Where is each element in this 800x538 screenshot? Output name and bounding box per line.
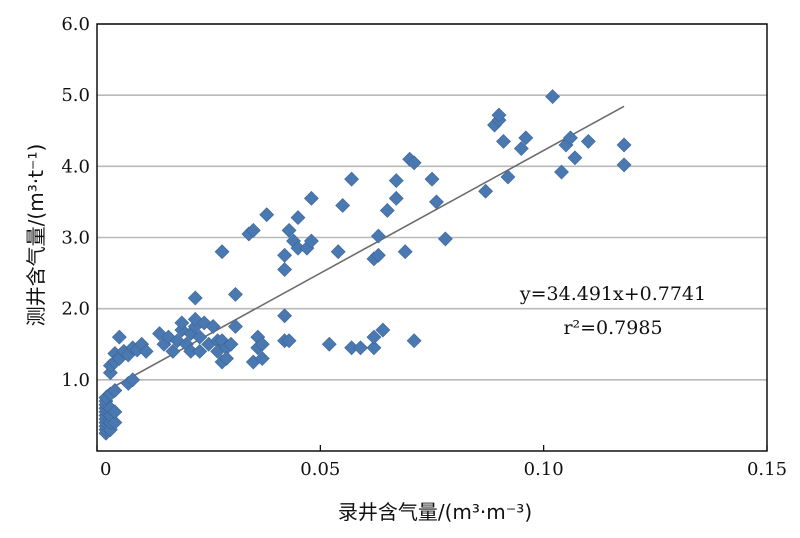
data-point (187, 290, 203, 306)
x-tick-label: 0.15 (747, 459, 787, 480)
data-point (107, 415, 123, 430)
r-squared-label: r²=0.7985 (563, 317, 662, 339)
data-point (290, 210, 306, 225)
data-point (580, 134, 596, 149)
data-point (616, 157, 632, 173)
data-point (138, 343, 154, 359)
x-axis-label: 录井含气量/(m³·m⁻³) (338, 500, 532, 524)
data-point (370, 247, 386, 263)
data-point (277, 247, 293, 263)
data-point (303, 233, 319, 249)
data-point (321, 336, 337, 352)
data-point (214, 244, 230, 260)
data-point (478, 183, 494, 199)
data-point (344, 171, 360, 187)
data-point (111, 329, 127, 345)
data-point (567, 150, 583, 166)
data-point (330, 244, 346, 260)
data-point (254, 351, 270, 366)
y-tick-label: 3.0 (61, 228, 90, 249)
data-point (491, 107, 507, 123)
data-point (125, 372, 141, 388)
data-point (192, 343, 208, 359)
y-tick-label: 5.0 (61, 85, 90, 106)
data-point (107, 404, 123, 420)
data-point (513, 141, 529, 156)
data-point (388, 190, 404, 206)
data-point (518, 130, 534, 146)
data-point (165, 343, 181, 359)
x-tick-label: 0 (100, 459, 111, 480)
y-axis-label: 测井含气量/(m³·t⁻¹) (24, 144, 48, 327)
data-point (554, 164, 569, 180)
data-point (303, 190, 319, 206)
data-point (424, 171, 440, 187)
data-point (429, 194, 444, 210)
data-point (496, 134, 511, 149)
data-point (228, 287, 243, 302)
data-point (228, 319, 243, 334)
regression-equation: y=34.491x+0.7741 (519, 283, 706, 305)
data-point (500, 169, 516, 185)
data-point (174, 315, 190, 331)
data-point (205, 319, 221, 334)
y-tick-label: 4.0 (61, 156, 90, 177)
y-tick-label: 1.0 (61, 370, 90, 391)
data-point (375, 322, 391, 338)
x-tick-labels: 0 0.05 0.10 0.15 (96, 445, 787, 480)
data-point (254, 336, 270, 352)
y-tick-label: 2.0 (61, 299, 90, 320)
data-point (388, 173, 404, 188)
data-point (277, 262, 293, 277)
data-point (366, 340, 382, 356)
y-tick-labels: 1.0 2.0 3.0 4.0 5.0 6.0 (61, 14, 90, 391)
data-point (545, 89, 561, 105)
data-point (563, 130, 578, 146)
data-point (406, 155, 422, 171)
data-points (98, 89, 632, 441)
data-point (616, 137, 632, 153)
data-point (406, 333, 422, 349)
plot-frame (96, 23, 768, 452)
data-point (353, 340, 368, 356)
data-point (366, 329, 382, 345)
data-point (107, 383, 123, 398)
data-point (281, 222, 297, 238)
data-point (259, 207, 275, 223)
data-point (379, 203, 395, 218)
data-point (223, 336, 239, 352)
data-point (245, 222, 261, 238)
data-point (397, 244, 413, 260)
data-point (219, 351, 234, 366)
data-point (335, 198, 351, 213)
data-point (277, 308, 293, 324)
data-point (281, 333, 297, 349)
data-point (370, 228, 386, 244)
data-point (437, 231, 453, 247)
x-tick-label: 0.05 (300, 459, 340, 480)
y-tick-label: 6.0 (61, 14, 90, 35)
x-tick-label: 0.10 (524, 459, 564, 480)
